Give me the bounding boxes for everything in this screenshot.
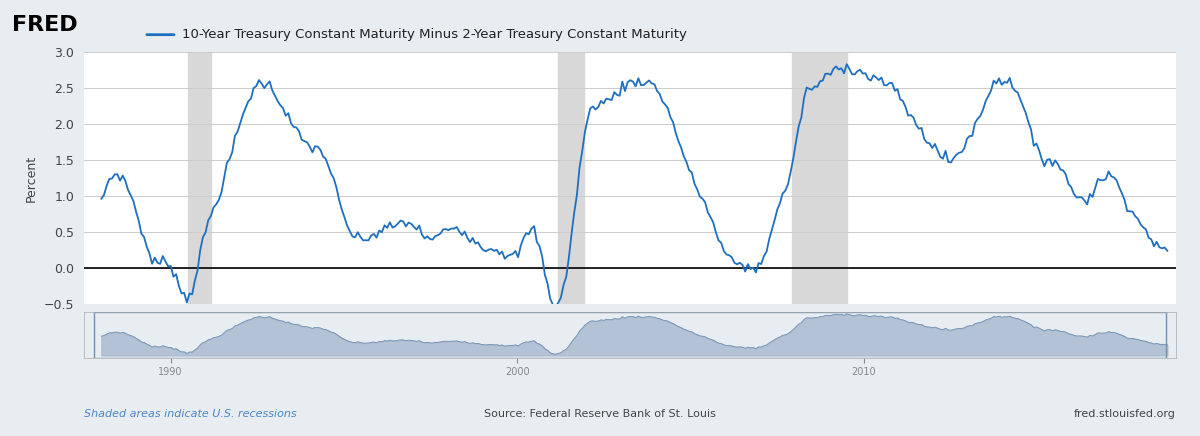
Bar bbox=[188, 52, 211, 304]
Text: Shaded areas indicate U.S. recessions: Shaded areas indicate U.S. recessions bbox=[84, 409, 296, 419]
Text: FRED: FRED bbox=[12, 15, 78, 35]
Text: fred.stlouisfed.org: fred.stlouisfed.org bbox=[1074, 409, 1176, 419]
Text: Source: Federal Reserve Bank of St. Louis: Source: Federal Reserve Bank of St. Loui… bbox=[484, 409, 716, 419]
Y-axis label: Percent: Percent bbox=[25, 155, 38, 202]
Text: 10-Year Treasury Constant Maturity Minus 2-Year Treasury Constant Maturity: 10-Year Treasury Constant Maturity Minus… bbox=[182, 28, 688, 41]
Bar bbox=[792, 52, 847, 304]
Bar bbox=[558, 52, 584, 304]
